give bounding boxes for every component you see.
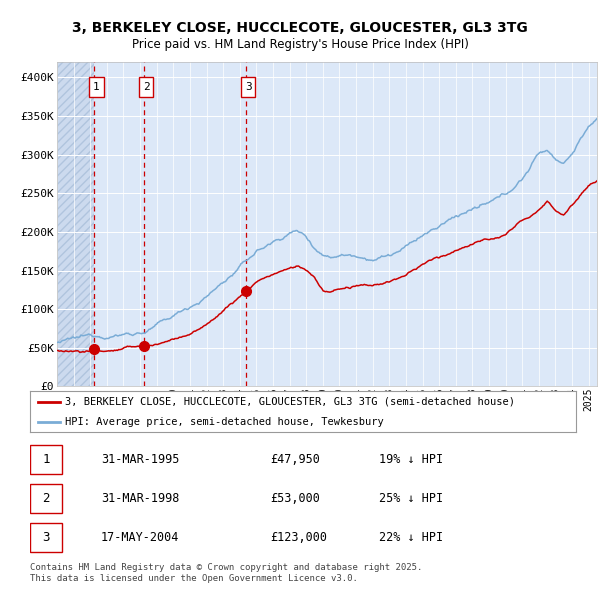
Text: 1: 1: [93, 82, 100, 92]
Text: £47,950: £47,950: [270, 453, 320, 466]
Text: 25% ↓ HPI: 25% ↓ HPI: [379, 492, 443, 505]
Text: 3: 3: [42, 531, 50, 544]
Text: 3, BERKELEY CLOSE, HUCCLECOTE, GLOUCESTER, GL3 3TG: 3, BERKELEY CLOSE, HUCCLECOTE, GLOUCESTE…: [72, 21, 528, 35]
FancyBboxPatch shape: [30, 484, 62, 513]
Text: HPI: Average price, semi-detached house, Tewkesbury: HPI: Average price, semi-detached house,…: [65, 417, 384, 427]
Text: 19% ↓ HPI: 19% ↓ HPI: [379, 453, 443, 466]
Text: 3: 3: [245, 82, 251, 92]
Text: 1: 1: [42, 453, 50, 466]
Text: 2: 2: [42, 492, 50, 505]
Text: 22% ↓ HPI: 22% ↓ HPI: [379, 531, 443, 544]
Bar: [57, 62, 94, 386]
Text: 17-MAY-2004: 17-MAY-2004: [101, 531, 179, 544]
FancyBboxPatch shape: [139, 77, 154, 97]
Text: 2: 2: [143, 82, 150, 92]
Text: 31-MAR-1995: 31-MAR-1995: [101, 453, 179, 466]
FancyBboxPatch shape: [89, 77, 104, 97]
Text: Price paid vs. HM Land Registry's House Price Index (HPI): Price paid vs. HM Land Registry's House …: [131, 38, 469, 51]
FancyBboxPatch shape: [30, 523, 62, 552]
Text: £123,000: £123,000: [270, 531, 327, 544]
Text: Contains HM Land Registry data © Crown copyright and database right 2025.
This d: Contains HM Land Registry data © Crown c…: [30, 563, 422, 583]
Text: 31-MAR-1998: 31-MAR-1998: [101, 492, 179, 505]
Text: 3, BERKELEY CLOSE, HUCCLECOTE, GLOUCESTER, GL3 3TG (semi-detached house): 3, BERKELEY CLOSE, HUCCLECOTE, GLOUCESTE…: [65, 396, 515, 407]
FancyBboxPatch shape: [30, 445, 62, 474]
FancyBboxPatch shape: [241, 77, 255, 97]
Text: £53,000: £53,000: [270, 492, 320, 505]
